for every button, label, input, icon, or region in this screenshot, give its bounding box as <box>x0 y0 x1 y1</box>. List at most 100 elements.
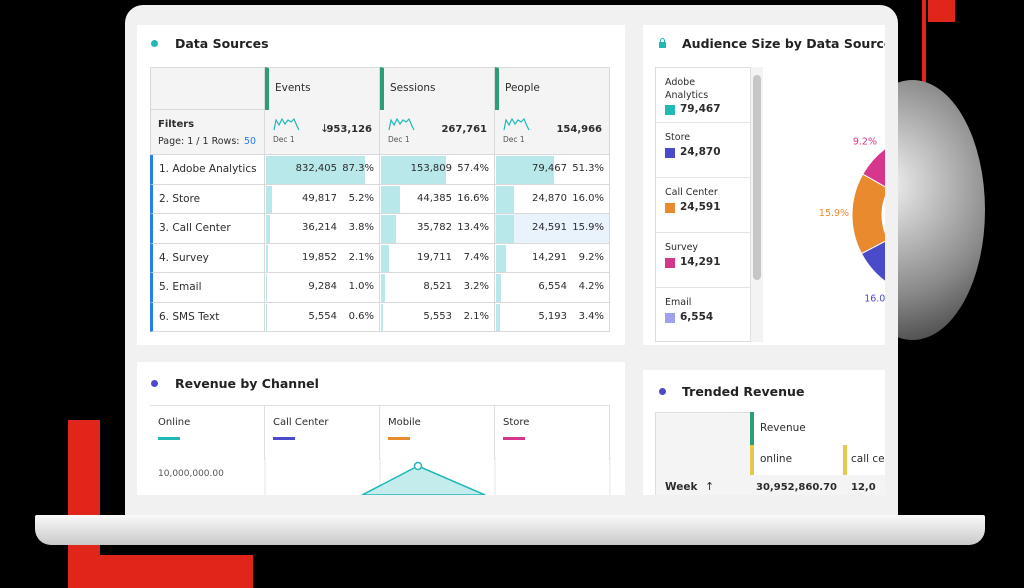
panel-title: Audience Size by Data Source <box>682 36 885 51</box>
share-label: 1.0% <box>348 281 374 292</box>
row-name: 4. Survey <box>159 251 209 264</box>
sort-icon[interactable]: ↑ <box>705 480 715 493</box>
dot <box>151 40 158 47</box>
column-header <box>495 67 610 110</box>
total-cell <box>495 110 610 155</box>
legend-swatch <box>388 437 410 440</box>
share-label: 87.3% <box>342 163 374 174</box>
legend-name: Mobile <box>388 417 421 428</box>
scroll-thumb[interactable] <box>753 75 761 280</box>
item-swatch <box>665 313 675 323</box>
data-cell <box>380 214 495 244</box>
total-cell <box>380 110 495 155</box>
metric-header <box>750 412 885 445</box>
chart-peek <box>264 457 611 495</box>
data-cell <box>495 214 610 244</box>
share-label: 51.3% <box>572 163 604 174</box>
column-label: Sessions <box>390 82 436 94</box>
rows-link[interactable]: 50 <box>244 136 257 147</box>
sparkline-date: Dec 1 <box>388 135 410 144</box>
metric-label: Revenue <box>760 422 806 434</box>
cell-value: 19,852 <box>302 251 337 263</box>
row-name-cell <box>150 184 265 214</box>
data-cell <box>265 184 380 214</box>
share-bar <box>266 156 365 184</box>
laptop-base <box>35 515 985 545</box>
row-name-cell <box>150 302 265 332</box>
item-name: Adobe Analytics <box>665 77 709 101</box>
share-label: 9.2% <box>578 251 604 263</box>
sparkline-date: Dec 1 <box>503 135 525 144</box>
red-block <box>928 0 955 22</box>
cell-value: 832,405 <box>295 163 337 174</box>
value: 12,0 <box>851 482 876 493</box>
row-label: Week <box>665 481 698 493</box>
donut-label: 15.9% <box>819 208 849 219</box>
divider <box>656 122 750 123</box>
column-header <box>750 445 843 475</box>
cell-value: 24,591 <box>532 222 567 233</box>
share-label: 13.4% <box>457 222 489 233</box>
share-bar <box>381 185 400 213</box>
share-label: 5.2% <box>348 192 374 204</box>
cell-value: 14,291 <box>532 251 567 263</box>
column-label: online <box>760 453 793 465</box>
cell-value: 19,711 <box>417 251 452 263</box>
share-label: 3.2% <box>463 281 489 292</box>
legend-swatch <box>158 437 180 440</box>
share-bar <box>266 215 271 243</box>
data-cell <box>380 243 495 273</box>
share-label: 16.0% <box>572 192 604 204</box>
data-cell <box>265 214 380 244</box>
cell-value: 5,553 <box>423 310 452 322</box>
share-label: 3.4% <box>578 310 604 322</box>
divider <box>656 177 750 178</box>
audience-panel: Audience Size by Data Source 16.0% 15.9% 9… <box>643 25 885 345</box>
legend-name: Call Center <box>273 417 329 428</box>
share-bar <box>381 274 385 302</box>
share-label: 0.6% <box>348 310 374 322</box>
donut-slice <box>862 148 885 188</box>
legend-cell <box>495 405 610 460</box>
share-bar <box>381 244 390 272</box>
row-name-cell <box>150 214 265 244</box>
item-value: 14,291 <box>680 256 721 268</box>
item-name: Survey <box>665 242 699 253</box>
share-bar <box>496 156 554 184</box>
cell-value: 8,521 <box>423 281 452 292</box>
share-label: 15.9% <box>572 222 604 233</box>
item-swatch <box>665 148 675 158</box>
sparkline <box>388 117 415 131</box>
data-cell <box>495 243 610 273</box>
item-name: Call Center <box>665 187 718 198</box>
revenue-panel: Revenue by Channel 10,000,000.00 Online C… <box>137 362 625 495</box>
share-label: 57.4% <box>457 163 489 174</box>
share-bar <box>496 274 501 302</box>
share-bar <box>496 244 507 272</box>
item-name: Store <box>665 132 691 143</box>
cell-value: 153,809 <box>410 163 452 174</box>
column-label: call cen <box>851 453 885 465</box>
row-name-cell <box>150 243 265 273</box>
column-header <box>265 67 380 110</box>
sparkline-path <box>273 117 300 131</box>
item-name: Email <box>665 297 692 308</box>
page-info: Page: 1 / 1 Rows: <box>158 136 240 147</box>
share-label: 2.1% <box>463 310 489 322</box>
filters-label: Filters <box>158 119 195 130</box>
row-name: 3. Call Center <box>159 222 231 234</box>
cell-value: 49,817 <box>302 192 337 204</box>
value: 30,952,860.70 <box>756 482 837 493</box>
legend-cell <box>380 405 495 460</box>
cell-value: 35,782 <box>417 222 452 233</box>
row-name-cell <box>150 155 265 185</box>
row-name: 5. Email <box>159 281 202 293</box>
total-value: 267,761 <box>441 124 487 135</box>
share-bar <box>381 156 446 184</box>
column-label: Events <box>275 82 311 94</box>
dot <box>659 388 666 395</box>
share-bar <box>496 185 515 213</box>
data-cell <box>380 302 495 332</box>
total-cell <box>265 110 380 155</box>
